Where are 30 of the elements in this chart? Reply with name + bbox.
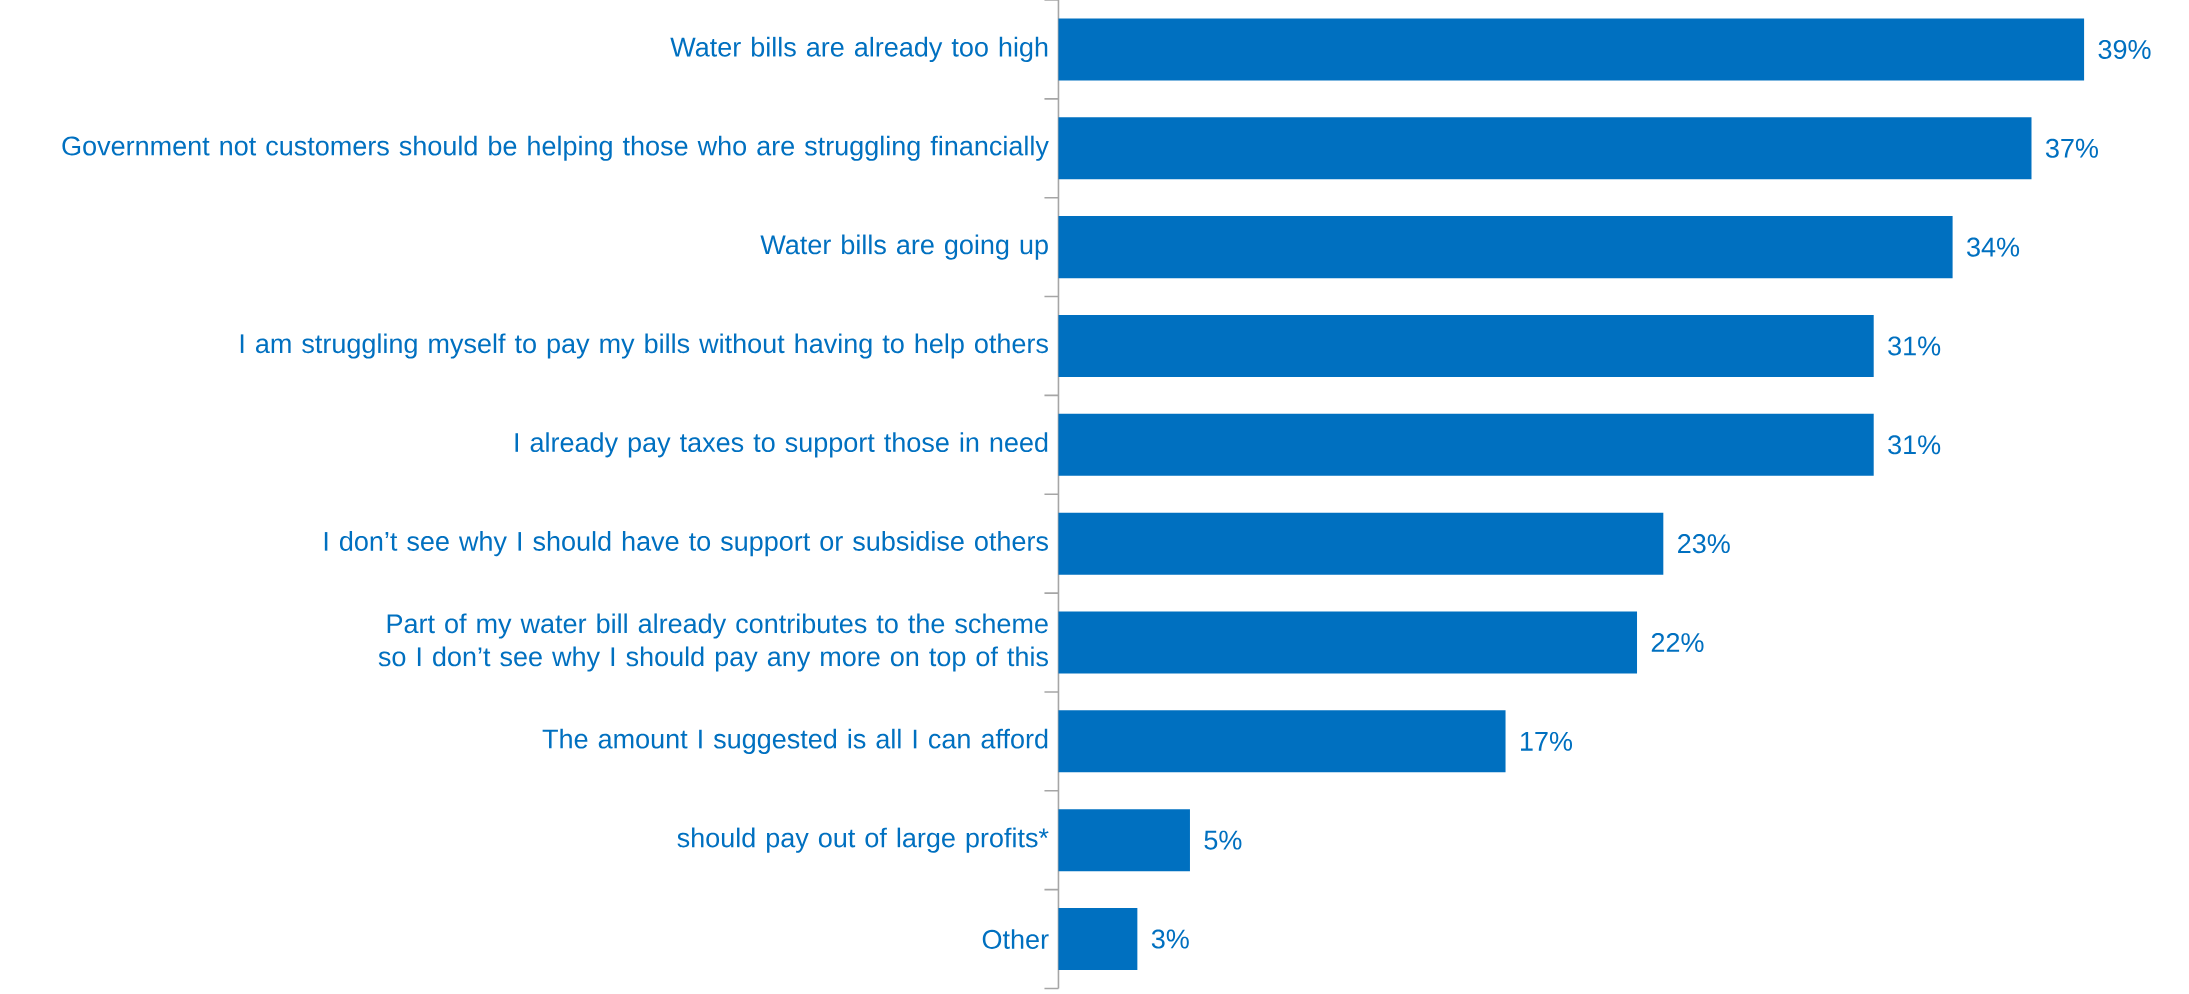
data-label: 22% <box>1651 632 1704 652</box>
y-tick-label: should pay out of large profits* <box>677 827 1049 853</box>
bar <box>1058 611 1638 674</box>
data-label: 31% <box>1888 435 1941 455</box>
y-tick-label: Government not customers should be helping those who are struggling financially <box>62 135 1049 161</box>
data-label: 23% <box>1678 533 1730 553</box>
data-label: 39% <box>2098 39 2151 59</box>
y-tick-label: I am struggling myself to pay my bills without having to help others <box>240 333 1048 359</box>
data-label: 37% <box>2045 138 2098 158</box>
data-label: 5% <box>1204 830 1242 850</box>
data-label: 3% <box>1151 929 1189 949</box>
y-tick-label: I don’t see why I should have to support or subsidise others <box>324 530 1048 557</box>
y-tick-label: Part of my water bill already contributes to the scheme so I don’t see why I should pay any more on top of this <box>378 613 1048 672</box>
bar <box>1058 314 1874 377</box>
data-label: 34% <box>1967 237 2020 257</box>
bar <box>1058 512 1664 575</box>
bar <box>1058 907 1138 970</box>
data-label: 17% <box>1521 731 1573 751</box>
bar <box>1058 710 1506 773</box>
bar <box>1058 117 2032 180</box>
bar <box>1058 413 1874 476</box>
y-tick-label: Water bills are going up <box>760 234 1048 260</box>
data-label: 31% <box>1888 336 1941 356</box>
y-tick-label: I already pay taxes to support those in need <box>515 432 1048 458</box>
bar <box>1058 18 2085 81</box>
y-tick-label: The amount I suggested is all I can afford <box>542 728 1048 754</box>
y-tick-label: Water bills are already too high <box>670 36 1048 62</box>
bar <box>1058 215 1953 278</box>
bar <box>1058 808 1190 871</box>
y-tick-label: Other <box>982 928 1049 949</box>
